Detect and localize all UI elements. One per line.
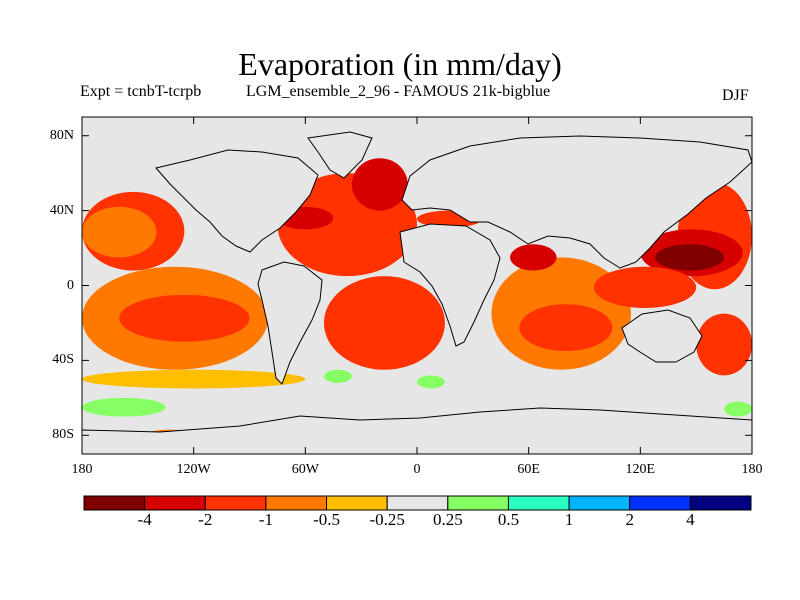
colorbar-swatch-6 xyxy=(447,495,509,511)
coastline-eurasia xyxy=(401,135,752,269)
colorbar-swatch-7 xyxy=(507,495,570,511)
field-indian-ocean-strong xyxy=(519,304,613,352)
colorbar-label-7: 1 xyxy=(564,510,574,529)
colorbar-label-5: 0.25 xyxy=(432,510,463,529)
coastline-australia xyxy=(621,309,703,363)
lon-label-1: 120W xyxy=(176,462,211,477)
colorbar-label-6: 0.5 xyxy=(497,510,520,529)
field-southern-ocean-green-far-east xyxy=(724,401,752,417)
colorbar-label-2: -1 xyxy=(258,510,273,529)
run-label: LGM_ensemble_2_96 - FAMOUS 21k-bigblue xyxy=(246,83,551,100)
colorbar-label-1: -2 xyxy=(198,510,213,529)
colorbar-swatch-10 xyxy=(689,495,752,511)
colorbar-label-0: -4 xyxy=(137,510,152,529)
colorbar-label-4: -0.25 xyxy=(369,510,405,529)
lon-label-0: 180 xyxy=(71,462,93,477)
map-title: Evaporation (in mm/day) xyxy=(238,46,562,82)
lon-label-4: 60E xyxy=(517,462,540,477)
colorbar-label-8: 2 xyxy=(625,510,634,529)
lat-label-2: 0 xyxy=(67,277,74,293)
coastline-north-america xyxy=(155,149,319,253)
field-southern-ocean-pacific xyxy=(82,369,306,389)
field-southern-ocean-green-east xyxy=(417,375,445,389)
field-southern-ocean-green-atlantic xyxy=(323,369,352,383)
coastline-antarctica xyxy=(82,407,752,454)
season-label: DJF xyxy=(722,87,749,104)
colorbar-swatch-8 xyxy=(568,495,631,511)
field-southwest-pacific xyxy=(696,313,752,376)
field-north-atlantic-core xyxy=(351,158,408,211)
lon-label-3: 0 xyxy=(413,462,421,477)
experiment-label: Expt = tcnbT-tcrpb xyxy=(80,83,202,100)
colorbar-swatch-2 xyxy=(204,495,267,511)
coastline-south-america xyxy=(257,261,323,385)
field-maritime-continent xyxy=(593,266,697,308)
field-arabian-sea xyxy=(510,244,557,271)
colorbar-swatch-9 xyxy=(629,495,691,511)
coastlines xyxy=(82,131,752,454)
field-kuroshio-strong xyxy=(655,244,725,271)
coastline-africa xyxy=(399,223,501,347)
field-contours xyxy=(82,158,752,440)
lon-label-2: 60W xyxy=(291,462,319,477)
lat-label-3: 40S xyxy=(52,352,74,368)
colorbar-swatch-3 xyxy=(265,495,328,511)
lat-label-0: 80N xyxy=(49,127,74,143)
lat-label-1: 40N xyxy=(49,202,74,218)
colorbar-swatch-5 xyxy=(386,495,449,511)
colorbar-swatch-1 xyxy=(144,495,206,511)
field-tropical-pacific-strong xyxy=(119,294,250,342)
colorbar-label-3: -0.5 xyxy=(313,510,340,529)
colorbar-swatch-0 xyxy=(83,495,146,511)
lon-label-6: 180 xyxy=(741,462,763,477)
lat-label-4: 80S xyxy=(52,427,74,443)
colorbar-swatch-4 xyxy=(326,495,388,511)
colorbar-label-9: 4 xyxy=(686,510,695,529)
colorbar xyxy=(83,495,752,511)
map-tick-marks xyxy=(81,117,753,454)
field-southern-ocean-green-west xyxy=(82,397,166,417)
coastline-greenland xyxy=(307,131,373,179)
field-south-atlantic xyxy=(323,276,445,370)
lon-label-5: 120E xyxy=(625,462,656,477)
field-north-pacific-west-core xyxy=(82,206,157,258)
